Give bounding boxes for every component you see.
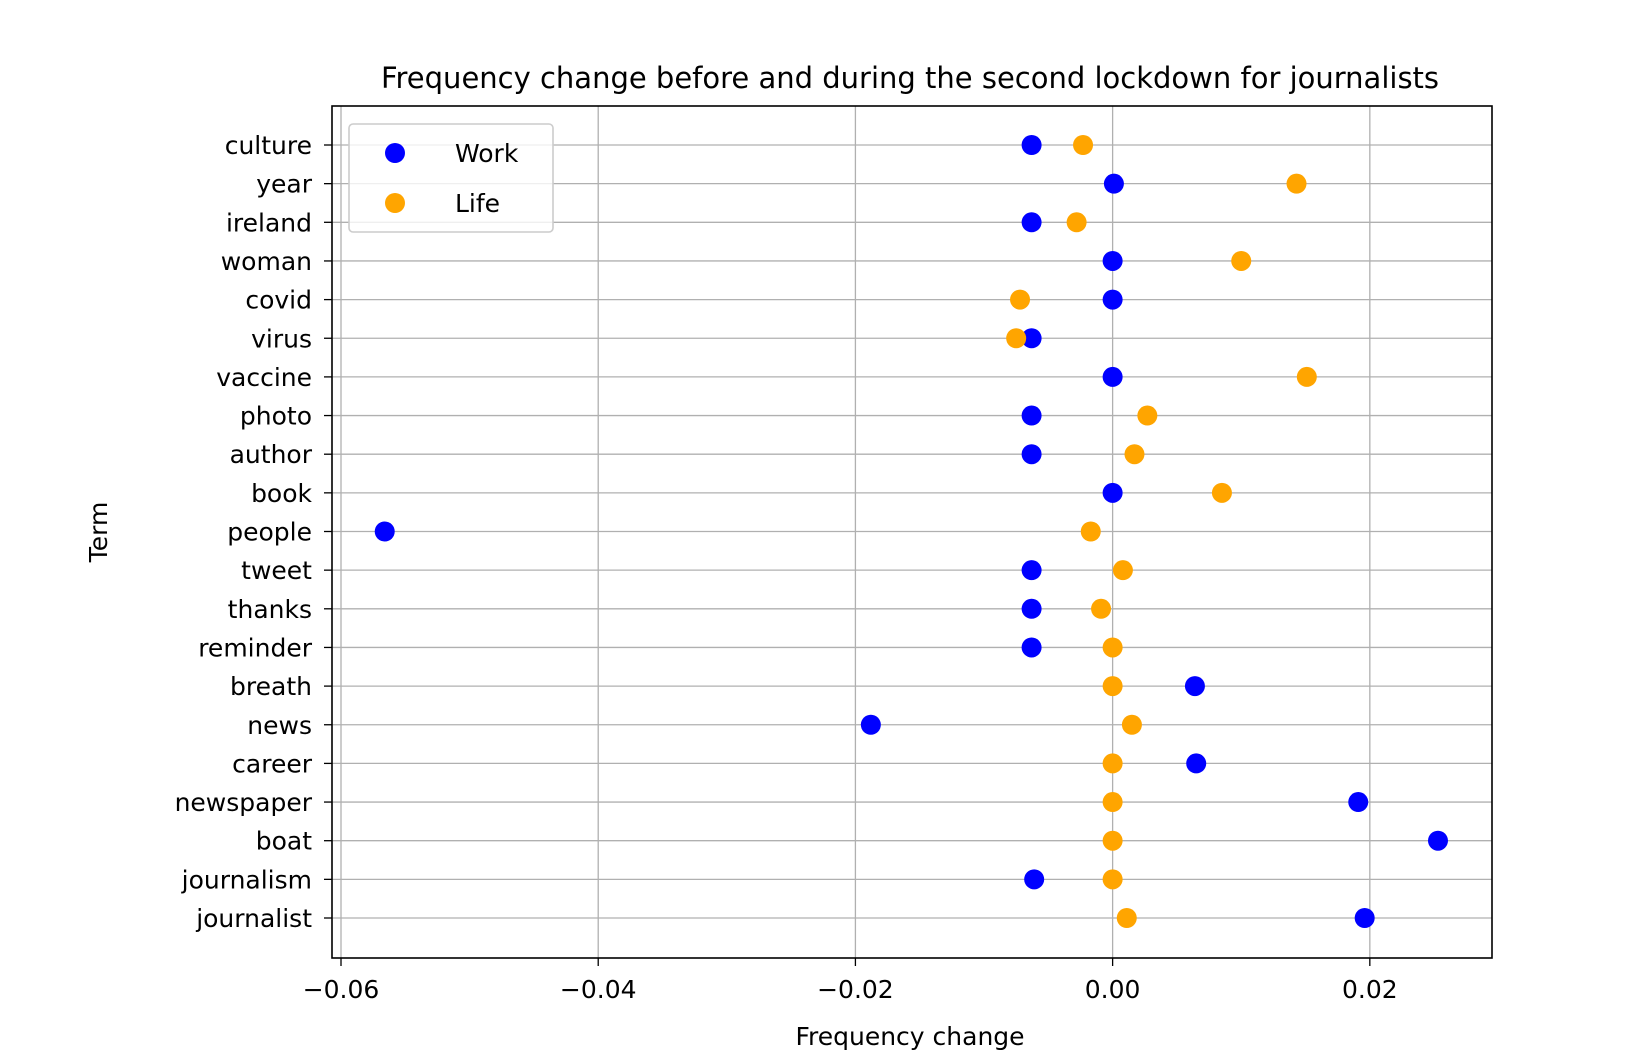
y-tick-label: career bbox=[232, 749, 313, 778]
point-work-woman bbox=[1102, 250, 1123, 271]
x-axis-ticks: −0.06 −0.04 −0.02 0.00 0.02 bbox=[303, 958, 1398, 1004]
point-life-year bbox=[1286, 173, 1307, 194]
point-life-journalism bbox=[1102, 869, 1123, 890]
y-axis-ticks: culture year ireland woman covid virus vaccine… bbox=[175, 131, 332, 933]
point-life-tweet bbox=[1112, 560, 1133, 581]
point-life-newspaper bbox=[1102, 792, 1123, 813]
point-life-culture bbox=[1073, 135, 1094, 155]
data-points bbox=[374, 135, 1448, 928]
point-work-virus bbox=[1021, 328, 1042, 349]
point-work-author bbox=[1021, 444, 1042, 465]
x-tick-label: 0.02 bbox=[1342, 975, 1398, 1004]
point-work-breath bbox=[1184, 676, 1205, 697]
y-tick-label: thanks bbox=[228, 595, 312, 624]
point-work-journalist bbox=[1354, 908, 1375, 928]
point-life-woman bbox=[1231, 250, 1252, 271]
y-tick-label: reminder bbox=[198, 633, 313, 662]
y-tick-label: book bbox=[251, 479, 312, 508]
point-work-tweet bbox=[1021, 560, 1042, 581]
y-tick-label: journalism bbox=[181, 865, 312, 894]
point-life-thanks bbox=[1091, 598, 1112, 619]
legend: Work Life bbox=[348, 123, 554, 233]
x-tick-label: −0.06 bbox=[303, 975, 380, 1004]
point-life-ireland bbox=[1066, 212, 1087, 233]
point-work-thanks bbox=[1021, 598, 1042, 619]
x-tick-label: 0.00 bbox=[1085, 975, 1141, 1004]
y-tick-label: photo bbox=[240, 402, 312, 431]
point-life-news bbox=[1121, 714, 1142, 735]
y-tick-label: news bbox=[247, 711, 312, 740]
y-axis-label: Term bbox=[84, 502, 113, 564]
point-work-year bbox=[1103, 173, 1124, 194]
point-work-culture bbox=[1021, 135, 1042, 155]
y-tick-label: author bbox=[230, 440, 313, 469]
point-work-covid bbox=[1102, 289, 1123, 310]
y-tick-label: virus bbox=[251, 324, 312, 353]
point-work-people bbox=[374, 521, 395, 542]
point-life-vaccine bbox=[1296, 366, 1317, 387]
point-life-boat bbox=[1102, 830, 1123, 851]
y-tick-label: boat bbox=[256, 827, 312, 856]
y-tick-label: ireland bbox=[226, 208, 312, 237]
y-tick-label: woman bbox=[221, 247, 312, 276]
x-axis-label: Frequency change bbox=[795, 1022, 1024, 1051]
point-life-career bbox=[1102, 753, 1123, 774]
point-life-photo bbox=[1137, 405, 1158, 426]
y-tick-label: tweet bbox=[241, 556, 312, 585]
legend-label-life: Life bbox=[455, 189, 500, 218]
y-tick-label: covid bbox=[245, 286, 312, 315]
y-tick-label: journalist bbox=[195, 904, 312, 933]
point-work-career bbox=[1186, 753, 1207, 774]
point-life-people bbox=[1080, 521, 1101, 542]
point-work-book bbox=[1102, 482, 1123, 503]
point-work-reminder bbox=[1021, 637, 1042, 658]
point-life-breath bbox=[1102, 676, 1123, 697]
x-tick-label: −0.02 bbox=[817, 975, 894, 1004]
point-life-virus bbox=[1006, 328, 1027, 349]
plot-frame bbox=[331, 105, 1493, 959]
chart-title: Frequency change before and during the s… bbox=[381, 61, 1439, 95]
y-tick-label: newspaper bbox=[175, 788, 313, 817]
legend-marker-work bbox=[385, 143, 405, 163]
point-life-covid bbox=[1010, 289, 1031, 310]
point-work-ireland bbox=[1021, 212, 1042, 233]
point-work-photo bbox=[1021, 405, 1042, 426]
point-life-book bbox=[1211, 482, 1232, 503]
legend-marker-life bbox=[385, 193, 405, 213]
y-tick-label: people bbox=[227, 518, 312, 547]
point-work-vaccine bbox=[1102, 366, 1123, 387]
point-life-journalist bbox=[1116, 908, 1137, 928]
y-tick-label: breath bbox=[230, 672, 312, 701]
point-work-news bbox=[860, 714, 881, 735]
point-work-boat bbox=[1427, 830, 1448, 851]
point-life-reminder bbox=[1102, 637, 1123, 658]
y-tick-label: culture bbox=[225, 131, 312, 160]
point-work-newspaper bbox=[1348, 792, 1369, 813]
x-tick-label: −0.04 bbox=[560, 975, 637, 1004]
y-tick-label: vaccine bbox=[216, 363, 312, 392]
point-work-journalism bbox=[1024, 869, 1045, 890]
legend-box bbox=[348, 123, 554, 233]
point-life-author bbox=[1124, 444, 1145, 465]
grid bbox=[332, 106, 1492, 958]
y-tick-label: year bbox=[256, 170, 312, 199]
legend-label-work: Work bbox=[455, 139, 519, 168]
